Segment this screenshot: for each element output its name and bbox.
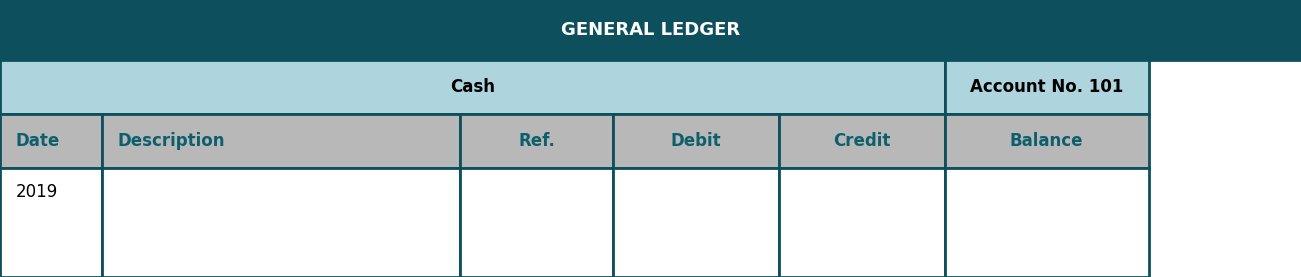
Bar <box>945 60 1149 114</box>
Bar <box>613 168 779 277</box>
Bar <box>613 114 779 168</box>
Text: Balance: Balance <box>1010 132 1084 150</box>
Bar <box>101 114 461 168</box>
Text: Cash: Cash <box>450 78 494 96</box>
Bar <box>0 114 101 168</box>
Text: GENERAL LEDGER: GENERAL LEDGER <box>561 21 740 39</box>
Bar <box>779 168 945 277</box>
Bar <box>779 114 945 168</box>
Bar <box>0 168 101 277</box>
Text: Date: Date <box>16 132 60 150</box>
Bar <box>0 0 1301 60</box>
Bar <box>461 168 613 277</box>
Bar <box>101 168 461 277</box>
Text: Ref.: Ref. <box>518 132 556 150</box>
Text: Description: Description <box>117 132 225 150</box>
Bar <box>461 114 613 168</box>
Text: 2019: 2019 <box>16 183 57 201</box>
Bar <box>945 168 1149 277</box>
Bar <box>0 60 945 114</box>
Text: Credit: Credit <box>833 132 890 150</box>
Text: Debit: Debit <box>670 132 721 150</box>
Bar <box>945 114 1149 168</box>
Text: Account No. 101: Account No. 101 <box>971 78 1123 96</box>
